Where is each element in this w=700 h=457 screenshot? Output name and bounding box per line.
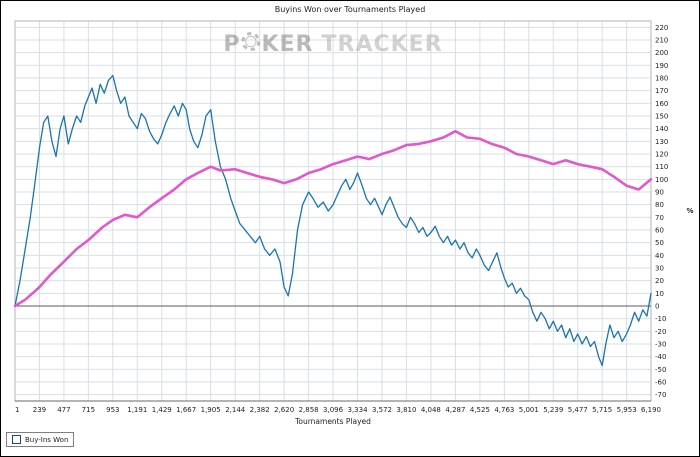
y-tick-label: -30 xyxy=(655,341,666,349)
x-tick-label: 3,572 xyxy=(372,406,392,414)
y-tick-label: 40 xyxy=(655,252,664,260)
x-tick-label: 2,382 xyxy=(250,406,270,414)
y-tick-label: 200 xyxy=(655,49,668,57)
y-tick-label: 180 xyxy=(655,75,668,83)
x-tick-label: 5,953 xyxy=(617,406,637,414)
y-tick-label: 210 xyxy=(655,37,668,45)
legend-swatch-blue xyxy=(12,435,21,444)
x-tick-label: 4,287 xyxy=(445,406,465,414)
y-tick-label: 140 xyxy=(655,125,668,133)
x-tick-label: 953 xyxy=(106,406,119,414)
x-tick-label: 1,667 xyxy=(176,406,196,414)
y-tick-label: -20 xyxy=(655,328,666,336)
x-tick-label: 239 xyxy=(33,406,46,414)
legend: Buy-Ins Won xyxy=(6,432,75,447)
x-tick-label: 6,190 xyxy=(641,406,661,414)
x-tick-label: 1,191 xyxy=(127,406,147,414)
y-tick-label: -70 xyxy=(655,391,666,399)
series-line-1 xyxy=(13,129,653,308)
x-tick-label: 3,810 xyxy=(396,406,416,414)
x-tick-label: 1,905 xyxy=(201,406,221,414)
y-tick-label: 0 xyxy=(655,303,659,311)
poker-chip-icon xyxy=(241,32,261,57)
series-line-0 xyxy=(14,74,652,367)
y-tick-label: 90 xyxy=(655,189,664,197)
y-tick-label: 10 xyxy=(655,290,664,298)
x-tick-label: 2,858 xyxy=(299,406,319,414)
y-tick-label: 80 xyxy=(655,201,664,209)
y-tick-label: 50 xyxy=(655,239,664,247)
x-tick-label: 4,525 xyxy=(470,406,490,414)
x-tick-label: 715 xyxy=(82,406,95,414)
x-tick-label: 5,477 xyxy=(568,406,588,414)
x-tick-label: 3,334 xyxy=(347,406,368,414)
pokertracker-watermark: P KER TRACKER xyxy=(223,32,442,57)
x-tick-label: 2,144 xyxy=(225,406,246,414)
watermark-text-p: P xyxy=(223,32,241,57)
y-tick-label: 120 xyxy=(655,151,668,159)
y-tick-label: 150 xyxy=(655,113,668,121)
y-tick-label: -60 xyxy=(655,379,666,387)
y-tick-label: 110 xyxy=(655,163,668,171)
y-tick-label: 60 xyxy=(655,227,664,235)
x-tick-label: 2,620 xyxy=(274,406,294,414)
x-tick-label: 477 xyxy=(57,406,70,414)
x-tick-label: 1,429 xyxy=(152,406,172,414)
y-tick-label: 170 xyxy=(655,87,668,95)
y-tick-label: 70 xyxy=(655,214,664,222)
x-tick-label: 4,048 xyxy=(421,406,441,414)
x-axis-label: Tournaments Played xyxy=(295,417,371,426)
chart-title: Buyins Won over Tournaments Played xyxy=(274,5,426,14)
y-tick-label: -50 xyxy=(655,366,666,374)
y-tick-label: 20 xyxy=(655,277,664,285)
watermark-text-ker: KER xyxy=(261,32,314,57)
y-tick-label: -10 xyxy=(655,315,666,323)
y-tick-label: 190 xyxy=(655,62,668,70)
x-tick-label: 5,715 xyxy=(592,406,612,414)
x-tick-label: 4,763 xyxy=(494,406,514,414)
legend-label: Buy-Ins Won xyxy=(25,435,69,444)
x-tick-label: 5,001 xyxy=(519,406,539,414)
x-tick-label: 3,096 xyxy=(323,406,344,414)
y-tick-label: 30 xyxy=(655,265,664,273)
y-tick-label: -40 xyxy=(655,353,666,361)
x-tick-label: 5,239 xyxy=(543,406,563,414)
y-tick-label: 220 xyxy=(655,24,668,32)
watermark-text-tracker: TRACKER xyxy=(321,32,443,57)
x-tick-label: 1 xyxy=(15,406,19,414)
y-axis-unit-label: % xyxy=(686,207,693,215)
y-tick-label: 160 xyxy=(655,100,668,108)
y-tick-label: 100 xyxy=(655,176,668,184)
y-tick-label: 130 xyxy=(655,138,668,146)
